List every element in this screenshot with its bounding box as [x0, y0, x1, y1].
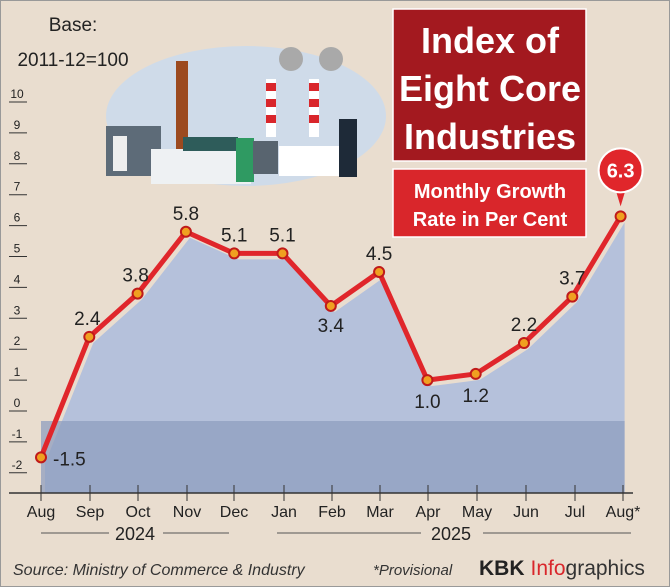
brand-kbk: KBK [479, 557, 525, 580]
title-line-1: Index of [421, 20, 560, 61]
data-point [83, 330, 96, 343]
title-line-3: Industries [404, 116, 576, 157]
data-label: 3.8 [122, 266, 148, 287]
data-label: 4.5 [366, 244, 392, 265]
x-tick-label: Nov [173, 504, 201, 521]
data-label: -1.5 [53, 449, 86, 470]
negative-region [41, 421, 625, 493]
data-label: 3.7 [559, 269, 585, 290]
y-tick-label: 6 [14, 211, 21, 225]
data-point [228, 247, 241, 260]
year-label-2024: 2024 [115, 524, 155, 544]
data-point [373, 265, 386, 278]
y-tick-label: 0 [14, 396, 21, 410]
data-label: 2.4 [74, 309, 101, 330]
data-label: 1.2 [462, 386, 488, 407]
data-point [324, 299, 337, 312]
data-label: 3.4 [318, 316, 345, 337]
data-point [179, 225, 192, 238]
data-point [131, 287, 144, 300]
x-tick-label: Mar [366, 504, 394, 521]
y-tick-label: 8 [14, 149, 21, 163]
data-label: 5.8 [173, 204, 199, 225]
subtitle-line-2: Rate in Per Cent [413, 209, 568, 231]
data-point [276, 247, 289, 260]
data-label: 5.1 [221, 225, 247, 246]
data-point [614, 210, 627, 223]
y-tick-label: -2 [12, 458, 23, 472]
x-tick-label: Oct [126, 504, 151, 521]
x-tick-label: Apr [416, 504, 442, 521]
y-tick-label: 9 [14, 118, 21, 132]
callout-bubble [597, 147, 644, 194]
data-label: 1.0 [414, 392, 440, 413]
x-tick-label: Aug [27, 504, 55, 521]
data-point [566, 290, 579, 303]
y-tick-label: 2 [14, 334, 21, 348]
provisional-note: *Provisional [373, 562, 453, 579]
base-label-1: Base: [49, 15, 98, 36]
title-line-2: Eight Core [399, 68, 581, 109]
data-label: 2.2 [511, 315, 537, 336]
subtitle-line-1: Monthly Growth [414, 181, 566, 203]
data-point [35, 451, 47, 464]
callout-label: 6.3 [607, 160, 635, 182]
x-tick-label: Jun [513, 504, 539, 521]
y-tick-label: 4 [14, 272, 21, 286]
factory-illustration-icon [106, 46, 386, 186]
y-tick-label: 7 [14, 180, 21, 194]
base-label-2: 2011-12=100 [17, 50, 128, 71]
y-tick-label: 10 [10, 87, 24, 101]
brand-info: Info [531, 557, 566, 580]
data-point [421, 374, 434, 387]
brand-logo: KBK Infographics [479, 557, 645, 580]
data-point [518, 337, 530, 350]
y-tick-label: 1 [14, 365, 21, 379]
x-tick-label: Sep [76, 504, 105, 521]
x-tick-label: Aug* [606, 504, 641, 521]
data-label: 5.1 [269, 225, 295, 246]
data-point [469, 367, 482, 380]
x-tick-label: Jul [565, 504, 585, 521]
x-tick-label: Feb [318, 504, 346, 521]
source-text: Source: Ministry of Commerce & Industry [13, 562, 306, 579]
year-label-2025: 2025 [431, 524, 471, 544]
x-tick-label: Jan [271, 504, 297, 521]
x-tick-label: Dec [220, 504, 248, 521]
y-tick-label: 3 [14, 303, 21, 317]
subtitle-box [392, 168, 587, 238]
brand-graphics: graphics [566, 557, 645, 580]
title-box [392, 8, 587, 162]
y-tick-label: -1 [12, 427, 23, 441]
x-tick-label: May [462, 504, 492, 521]
y-tick-label: 5 [14, 242, 21, 256]
